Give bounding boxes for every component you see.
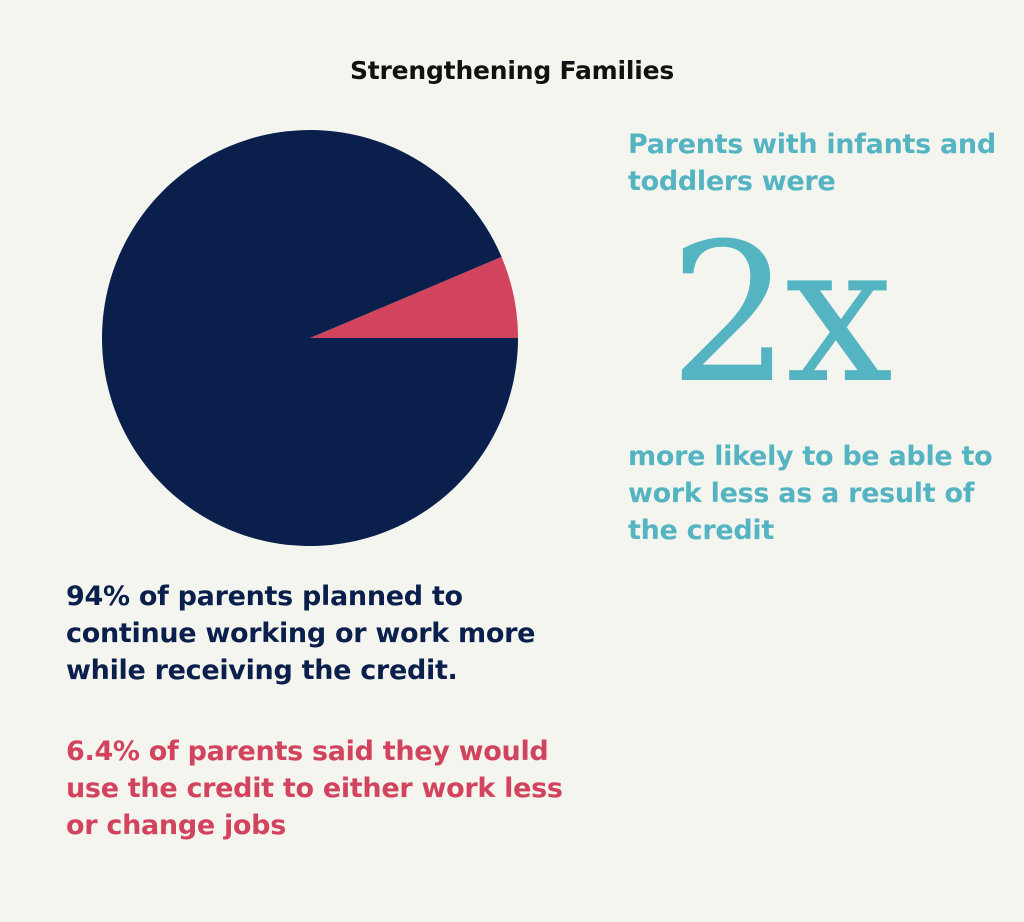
stat-main-caption: 94% of parents planned to continue worki… xyxy=(66,581,536,686)
big-figure: 2x xyxy=(668,203,893,426)
comparison-intro: Parents with infants and toddlers were xyxy=(628,129,996,197)
pie-slice-continue-working xyxy=(102,130,519,546)
comparison-outro: more likely to be able to work less as a… xyxy=(628,441,993,546)
pie-slice-work-less xyxy=(310,256,518,338)
pie-chart xyxy=(102,130,519,546)
chart-title: Strengthening Families xyxy=(349,56,675,85)
stat-minor-caption: 6.4% of parents said they would use the … xyxy=(66,736,563,841)
